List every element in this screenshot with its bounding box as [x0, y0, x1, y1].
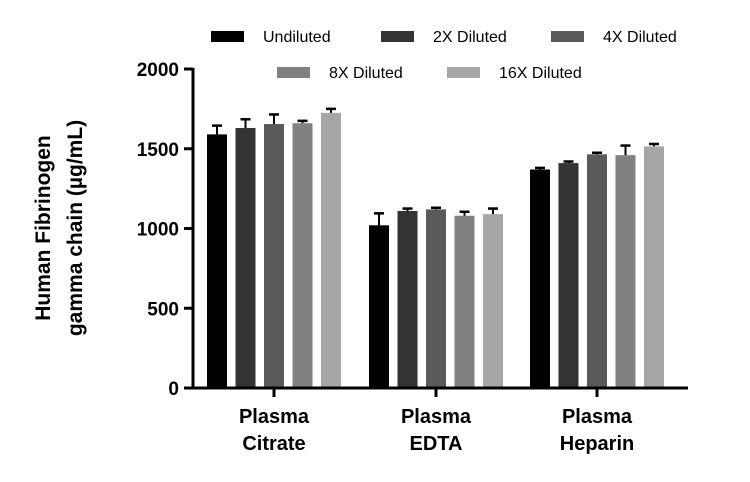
x-axis: Plasma Citrate Plasma EDTA Plasma Heparin	[191, 386, 688, 455]
x-category-label: Citrate	[242, 433, 305, 455]
bar	[454, 215, 475, 388]
legend-swatch	[447, 67, 480, 78]
legend: Undiluted 2X Diluted 4X Diluted 8X Diluted 1…	[211, 29, 677, 82]
bar	[369, 225, 389, 388]
bars	[207, 107, 664, 389]
bar	[558, 163, 579, 388]
legend-label: 8X Diluted	[329, 65, 403, 82]
x-category-label: Plasma	[239, 406, 310, 428]
legend-swatch	[551, 31, 584, 42]
bar	[483, 214, 503, 388]
bar	[397, 210, 418, 388]
bar	[615, 155, 636, 388]
y-tick-label: 2000	[137, 60, 179, 81]
legend-label: 16X Diluted	[499, 65, 582, 82]
bar	[530, 169, 550, 388]
y-axis-title: Human Fibrinogen gamma chain (µg/mL)	[32, 120, 87, 336]
x-category-label: EDTA	[410, 433, 463, 455]
y-tick-label: 1500	[137, 140, 179, 161]
bar	[235, 128, 256, 388]
bar	[292, 123, 313, 388]
y-axis-title-line: Human Fibrinogen	[32, 135, 55, 321]
bar	[587, 154, 607, 388]
bar	[426, 209, 446, 388]
x-category-label: Plasma	[562, 406, 633, 428]
x-category-label: Heparin	[560, 433, 634, 455]
y-axis: 0 500 1000 1500 2000	[137, 60, 195, 400]
legend-swatch	[211, 31, 244, 42]
y-tick-label: 1000	[137, 220, 179, 241]
bar	[264, 124, 284, 388]
legend-label: Undiluted	[263, 29, 331, 46]
bar	[207, 134, 227, 388]
x-category-label: Plasma	[401, 406, 472, 428]
y-axis-title-line: gamma chain (µg/mL)	[64, 120, 87, 336]
legend-swatch	[277, 67, 310, 78]
bar	[321, 112, 341, 389]
legend-label: 4X Diluted	[603, 29, 677, 46]
legend-label: 2X Diluted	[433, 29, 507, 46]
bar	[644, 146, 664, 388]
y-tick-label: 500	[147, 299, 179, 320]
legend-swatch	[381, 31, 414, 42]
y-tick-label: 0	[168, 379, 179, 400]
